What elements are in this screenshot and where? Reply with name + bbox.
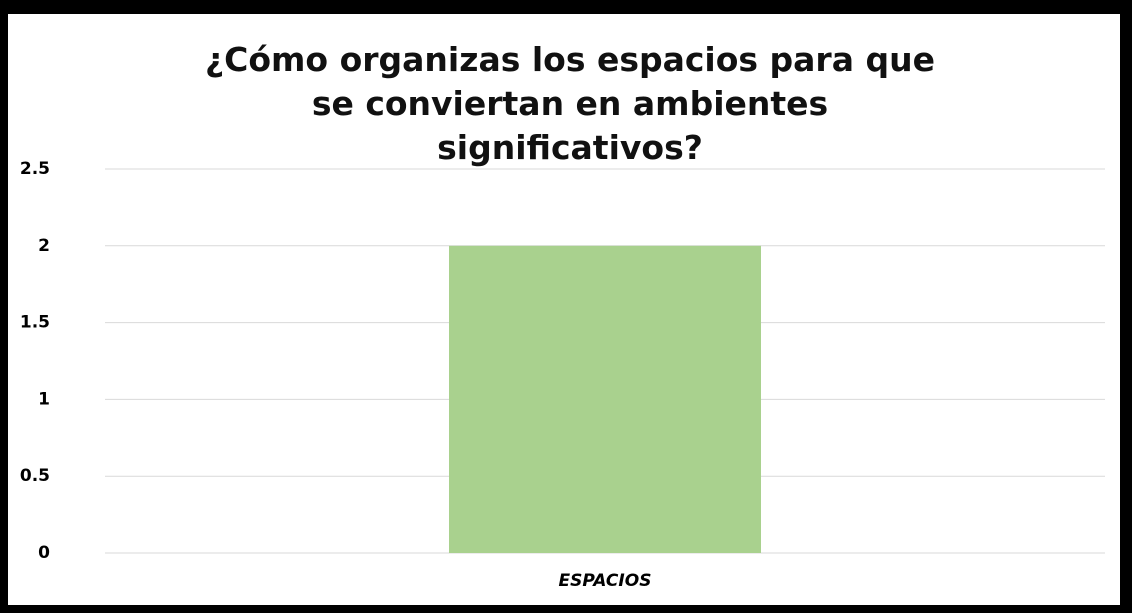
y-tick-label: 0 [38, 543, 50, 563]
y-tick-label: 2 [38, 236, 50, 256]
y-tick-label: 1 [38, 389, 50, 409]
chart-title: ¿Cómo organizas los espacios para que se… [205, 40, 935, 167]
y-tick-label: 2.5 [20, 159, 50, 179]
y-tick-label: 0.5 [20, 466, 50, 486]
y-tick-label: 1.5 [20, 313, 50, 333]
x-tick-label: ESPACIOS [559, 571, 652, 591]
bar [449, 245, 761, 554]
